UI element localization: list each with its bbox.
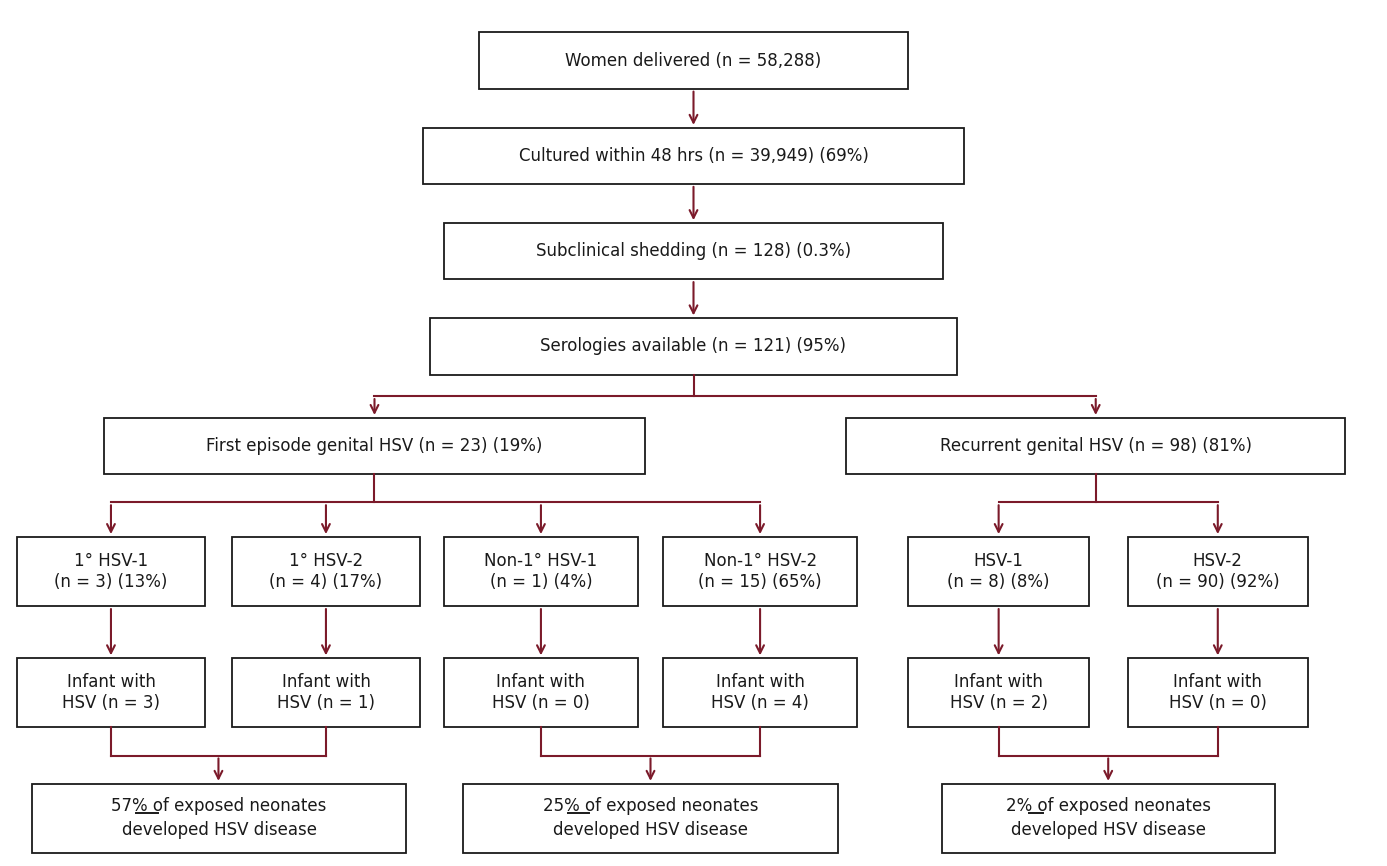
Text: Cultured within 48 hrs (n = 39,949) (69%): Cultured within 48 hrs (n = 39,949) (69%… [519,147,868,165]
Text: 1° HSV-2
(n = 4) (17%): 1° HSV-2 (n = 4) (17%) [269,553,383,591]
FancyBboxPatch shape [1128,658,1308,727]
Text: 57% of exposed neonates: 57% of exposed neonates [111,798,327,815]
Text: HSV-2
(n = 90) (92%): HSV-2 (n = 90) (92%) [1155,553,1280,591]
Text: 2% of exposed neonates: 2% of exposed neonates [1006,798,1211,815]
Text: 25% of exposed neonates: 25% of exposed neonates [542,798,759,815]
FancyBboxPatch shape [32,784,406,853]
FancyBboxPatch shape [423,128,964,184]
Text: Infant with
HSV (n = 0): Infant with HSV (n = 0) [1169,674,1266,712]
Text: Infant with
HSV (n = 4): Infant with HSV (n = 4) [712,674,809,712]
FancyBboxPatch shape [942,784,1275,853]
Text: Subclinical shedding (n = 128) (0.3%): Subclinical shedding (n = 128) (0.3%) [535,242,852,260]
FancyBboxPatch shape [444,223,943,279]
FancyBboxPatch shape [232,537,419,606]
FancyBboxPatch shape [663,658,857,727]
FancyBboxPatch shape [17,537,205,606]
Text: 1° HSV-1
(n = 3) (13%): 1° HSV-1 (n = 3) (13%) [54,553,168,591]
Text: developed HSV disease: developed HSV disease [1011,822,1205,839]
FancyBboxPatch shape [444,537,638,606]
FancyBboxPatch shape [430,319,957,374]
FancyBboxPatch shape [846,417,1345,475]
Text: Infant with
HSV (n = 1): Infant with HSV (n = 1) [277,674,374,712]
FancyBboxPatch shape [17,658,205,727]
Text: Non-1° HSV-2
(n = 15) (65%): Non-1° HSV-2 (n = 15) (65%) [698,553,822,591]
FancyBboxPatch shape [232,658,419,727]
Text: Non-1° HSV-1
(n = 1) (4%): Non-1° HSV-1 (n = 1) (4%) [484,553,598,591]
Text: developed HSV disease: developed HSV disease [553,822,748,839]
FancyBboxPatch shape [444,658,638,727]
FancyBboxPatch shape [908,537,1089,606]
Text: Infant with
HSV (n = 2): Infant with HSV (n = 2) [950,674,1047,712]
Text: Women delivered (n = 58,288): Women delivered (n = 58,288) [566,52,821,69]
FancyBboxPatch shape [663,537,857,606]
Text: HSV-1
(n = 8) (8%): HSV-1 (n = 8) (8%) [947,553,1050,591]
FancyBboxPatch shape [479,32,908,89]
FancyBboxPatch shape [104,417,645,475]
Text: developed HSV disease: developed HSV disease [122,822,316,839]
Text: Infant with
HSV (n = 3): Infant with HSV (n = 3) [62,674,160,712]
Text: Recurrent genital HSV (n = 98) (81%): Recurrent genital HSV (n = 98) (81%) [940,437,1251,455]
FancyBboxPatch shape [1128,537,1308,606]
FancyBboxPatch shape [908,658,1089,727]
Text: First episode genital HSV (n = 23) (19%): First episode genital HSV (n = 23) (19%) [207,437,542,455]
Text: Infant with
HSV (n = 0): Infant with HSV (n = 0) [492,674,589,712]
Text: Serologies available (n = 121) (95%): Serologies available (n = 121) (95%) [541,338,846,355]
FancyBboxPatch shape [463,784,838,853]
